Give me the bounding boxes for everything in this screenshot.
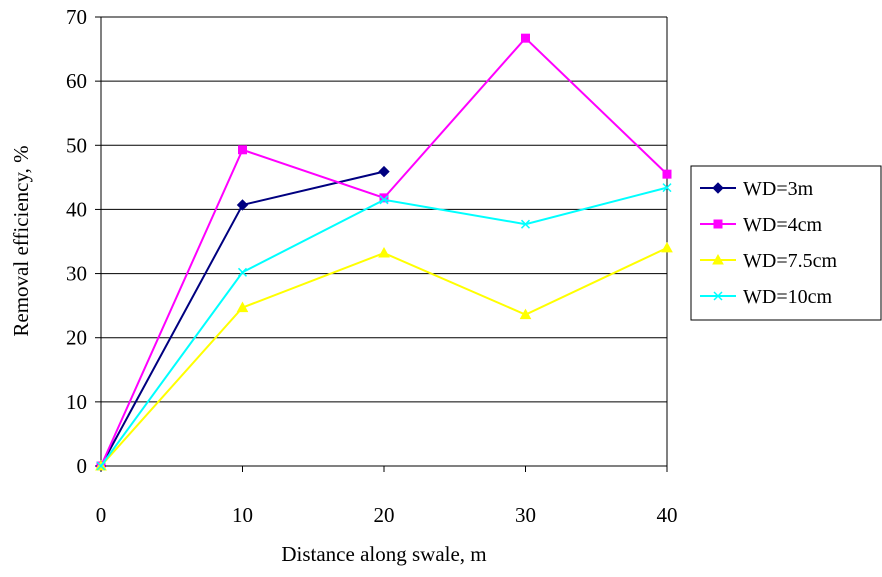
series-line-2 — [100, 247, 668, 467]
legend-entry-3: WD=10cm — [700, 286, 832, 308]
y-tick-label-70: 70 — [66, 5, 87, 29]
data-point-3-4 — [662, 183, 672, 193]
series-line-0 — [100, 170, 385, 467]
data-point-0-1 — [236, 199, 249, 211]
data-point-3-2 — [379, 195, 389, 205]
x-axis-label: Distance along swale, m — [281, 542, 486, 566]
data-point-1-3 — [521, 33, 530, 43]
legend: WD=3m WD=4cm WD=7.5cm WD=10cm — [690, 165, 882, 321]
data-point-2-3 — [519, 308, 532, 320]
series-3 — [96, 183, 672, 471]
data-point-2-1 — [236, 301, 249, 313]
legend-label-2: WD=7.5cm — [743, 250, 837, 272]
y-tick-label-0: 0 — [77, 454, 88, 478]
x-tick-label-20: 20 — [374, 503, 395, 527]
y-axis-label: Removal efficiency, % — [9, 145, 33, 336]
data-point-1-2 — [379, 193, 389, 203]
data-point-3-1 — [237, 267, 248, 277]
legend-marker-1 — [713, 219, 723, 229]
y-tick-label-20: 20 — [66, 326, 87, 350]
legend-entry-1: WD=4cm — [700, 214, 822, 236]
legend-label-3: WD=10cm — [743, 286, 832, 308]
data-point-3-0 — [96, 461, 106, 471]
data-point-1-4 — [662, 169, 672, 179]
legend-marker-2 — [712, 253, 724, 265]
series-0 — [95, 165, 390, 472]
y-tick-label-30: 30 — [66, 262, 87, 286]
x-tick-label-0: 0 — [96, 503, 107, 527]
legend-marker-3 — [713, 291, 723, 301]
data-point-0-2 — [378, 165, 390, 178]
y-tick-label-10: 10 — [66, 390, 87, 414]
data-point-2-2 — [378, 247, 390, 258]
data-point-1-1 — [238, 145, 247, 155]
legend-label-0: WD=3m — [743, 178, 814, 200]
legend-label-1: WD=4cm — [743, 214, 822, 236]
data-point-2-4 — [661, 241, 673, 253]
y-tick-label-50: 50 — [66, 133, 87, 157]
legend-entry-2: WD=7.5cm — [700, 250, 837, 272]
series-2 — [95, 241, 673, 471]
x-tick-label-30: 30 — [515, 503, 536, 527]
legend-marker-0 — [712, 182, 724, 194]
series-line-3 — [100, 186, 668, 467]
legend-box — [690, 165, 882, 321]
y-tick-label-60: 60 — [66, 69, 87, 93]
legend-entry-0: WD=3m — [700, 178, 814, 200]
data-point-3-3 — [520, 219, 531, 229]
x-tick-label-10: 10 — [232, 503, 253, 527]
x-tick-label-40: 40 — [657, 503, 678, 527]
y-tick-label-40: 40 — [66, 197, 87, 221]
